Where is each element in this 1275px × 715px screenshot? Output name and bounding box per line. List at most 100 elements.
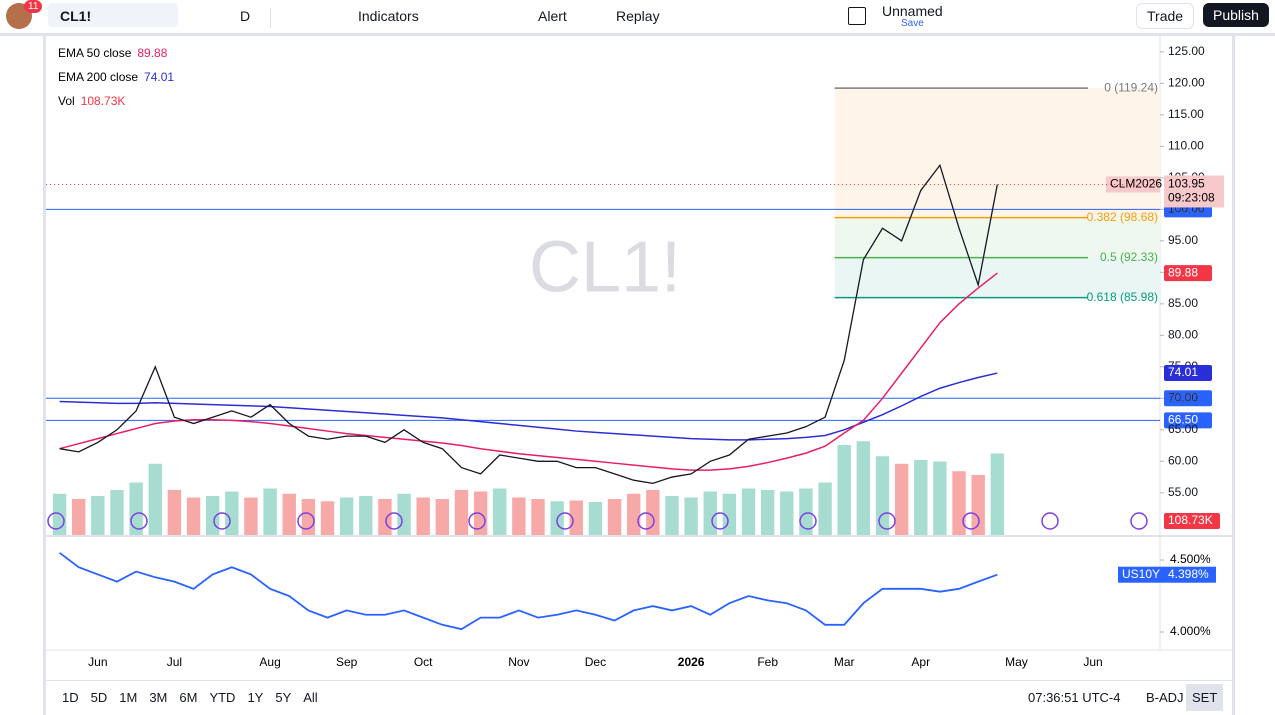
volume-bar xyxy=(320,501,335,535)
y-tick-label: 85.00 xyxy=(1168,296,1198,310)
publish-button[interactable]: Publish xyxy=(1203,3,1269,27)
range-button[interactable]: 5Y xyxy=(275,690,292,705)
volume-bar xyxy=(952,471,966,535)
replay-button[interactable]: Replay xyxy=(616,8,660,24)
volume-bar xyxy=(454,490,469,535)
volume-bar xyxy=(493,488,507,535)
volume-bar xyxy=(780,491,794,535)
x-tick-label: Apr xyxy=(911,655,930,669)
level-tag xyxy=(1164,412,1212,429)
y-tick-label: 80.00 xyxy=(1168,327,1198,341)
volume-bar xyxy=(416,497,430,535)
indicators-button[interactable]: Indicators xyxy=(358,8,419,24)
series-line xyxy=(59,272,998,471)
volume-bar xyxy=(282,493,296,535)
top-toolbar: 11 CL1! D Indicators Alert Replay Unname… xyxy=(0,0,1275,36)
volume-bar xyxy=(818,482,832,535)
volume-bar xyxy=(875,456,890,535)
volume-bar xyxy=(627,493,641,535)
x-tick-label: Jul xyxy=(167,655,182,669)
session-button[interactable]: SET xyxy=(1186,684,1224,711)
price-value: 103.95 xyxy=(1168,177,1205,191)
us10y-name: US10Y xyxy=(1122,567,1160,581)
ema200-value: 74.01 xyxy=(1168,365,1198,379)
trade-button[interactable]: Trade xyxy=(1136,3,1195,29)
event-marker xyxy=(47,512,65,530)
y-tick-label: 4.500% xyxy=(1170,552,1211,566)
range-button[interactable]: 1D xyxy=(62,690,79,705)
price-tag xyxy=(1164,175,1224,208)
event-marker xyxy=(962,512,980,530)
ema50-tag xyxy=(1164,265,1212,282)
range-button[interactable]: All xyxy=(303,690,318,705)
volume-bar xyxy=(760,490,775,535)
volume-bar xyxy=(110,490,124,535)
range-button[interactable]: 5D xyxy=(90,690,108,705)
event-marker xyxy=(213,512,231,530)
y-tick-label: 120.00 xyxy=(1168,76,1205,90)
clock: 07:36:51 UTC-4 xyxy=(1028,690,1121,705)
event-marker xyxy=(637,512,655,530)
legend-value: 89.88 xyxy=(137,46,167,60)
volume-bar xyxy=(933,461,947,535)
y-tick-label: 60.00 xyxy=(1168,453,1198,467)
y-tick-label: 55.00 xyxy=(1168,485,1198,499)
y-tick-label: 125.00 xyxy=(1168,44,1205,58)
range-button[interactable]: 1M xyxy=(119,690,138,705)
x-tick-label: May xyxy=(1005,655,1028,669)
x-tick-label: Nov xyxy=(508,655,529,669)
vol-value: 108.73K xyxy=(1168,513,1213,527)
countdown: 09:23:08 xyxy=(1168,191,1215,205)
volume-bar xyxy=(359,496,373,535)
fib-zone xyxy=(834,217,1160,258)
adjust-button[interactable]: B-ADJ xyxy=(1146,690,1184,705)
volume-bar xyxy=(914,460,928,535)
range-buttons: 1D 5D 1M 3M 6M YTD 1Y 5Y All xyxy=(62,690,330,705)
fib-zone xyxy=(834,88,1160,218)
ema50-value: 89.88 xyxy=(1168,265,1198,279)
series-line xyxy=(59,372,998,441)
range-button[interactable]: 1Y xyxy=(247,690,264,705)
volume-bar xyxy=(703,491,717,535)
layout-icon[interactable] xyxy=(848,7,866,25)
legend-name: EMA 50 close xyxy=(58,46,132,60)
us10y-value: 4.398% xyxy=(1168,567,1209,581)
volume-bar xyxy=(378,499,392,535)
layout-name[interactable]: Unnamed xyxy=(882,3,943,19)
x-tick-label: 2026 xyxy=(678,655,705,669)
interval[interactable]: D xyxy=(240,8,251,24)
fib-label: 0 (119.24) xyxy=(1104,80,1158,94)
event-marker xyxy=(1041,512,1059,530)
us10y-tag xyxy=(1118,566,1216,583)
x-tick-label: Aug xyxy=(259,655,280,669)
watermark: CL1! xyxy=(529,227,681,307)
volume-bar xyxy=(856,441,871,535)
volume-bar xyxy=(684,497,698,535)
x-tick-label: Sep xyxy=(336,655,358,669)
y-tick-label: 70.00 xyxy=(1168,390,1198,404)
range-button[interactable]: 6M xyxy=(179,690,198,705)
volume-bar xyxy=(148,463,162,535)
symbol[interactable]: CL1! xyxy=(60,8,92,24)
save[interactable]: Save xyxy=(901,18,924,29)
x-tick-label: Jun xyxy=(1083,655,1102,669)
right-sidebar xyxy=(1232,36,1275,715)
event-marker xyxy=(1130,512,1148,530)
x-tick-label: Dec xyxy=(585,655,606,669)
level-label: 66.50 xyxy=(1168,413,1198,427)
legend-name: Vol xyxy=(58,94,75,108)
level-label: 70.00 xyxy=(1168,390,1198,404)
bottom-bar xyxy=(46,680,1232,715)
volume-bar xyxy=(339,497,354,535)
y-tick-label: 4.000% xyxy=(1170,624,1211,638)
range-button[interactable]: YTD xyxy=(209,690,236,705)
legend-name: EMA 200 close xyxy=(58,70,138,84)
alert-button[interactable]: Alert xyxy=(538,8,567,24)
fib-label: 0.5 (92.33) xyxy=(1100,250,1158,264)
y-tick-label: 110.00 xyxy=(1168,139,1204,153)
contract-tag xyxy=(1106,176,1160,193)
fib-label: 0.618 (85.98) xyxy=(1087,290,1158,304)
range-button[interactable]: 3M xyxy=(149,690,168,705)
symbol-box[interactable] xyxy=(48,3,178,27)
volume-bar xyxy=(607,499,622,535)
